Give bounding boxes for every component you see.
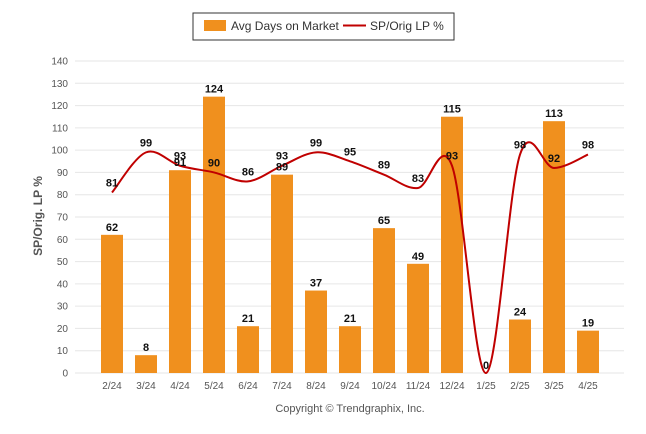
x-tick-label: 5/24 <box>204 381 224 392</box>
y-tick-label: 10 <box>57 346 69 357</box>
bar-label: 37 <box>310 278 322 290</box>
bar-label: 21 <box>242 313 254 325</box>
bar <box>305 290 327 373</box>
y-tick-label: 70 <box>57 213 69 224</box>
bar <box>135 355 157 373</box>
x-tick-label: 2/24 <box>102 381 122 392</box>
y-tick-label: 110 <box>52 123 68 134</box>
line-label: 86 <box>242 166 254 178</box>
line-label: 92 <box>548 153 560 165</box>
line-label: 81 <box>106 177 118 189</box>
y-tick-label: 50 <box>57 257 69 268</box>
line-label: 90 <box>208 157 220 169</box>
copyright: Copyright © Trendgraphix, Inc. <box>275 403 424 415</box>
bar-labels: 62 8 91 124 21 89 37 21 65 49 115 0 24 113 19 <box>106 84 594 372</box>
bar-label: 115 <box>443 104 461 116</box>
bar-label: 8 <box>143 342 149 354</box>
bar-label: 21 <box>344 313 356 325</box>
line-label: 89 <box>378 160 390 172</box>
x-tick-label: 3/25 <box>544 381 564 392</box>
bar <box>543 121 565 374</box>
bar <box>407 263 429 373</box>
bar-label: 113 <box>545 108 563 120</box>
y-tick-label: 120 <box>51 101 68 112</box>
bar <box>509 319 531 373</box>
line-label: 95 <box>344 146 356 158</box>
bar <box>441 116 463 373</box>
bar-label: 89 <box>276 162 288 174</box>
bar-label: 124 <box>205 84 224 96</box>
y-tick-label: 100 <box>51 146 68 157</box>
line-label: 98 <box>582 140 594 152</box>
legend-swatch-bar <box>204 20 226 31</box>
gridlines <box>75 60 624 374</box>
y-tick-label: 130 <box>51 79 68 90</box>
y-tick-label: 80 <box>57 190 69 201</box>
x-tick-label: 6/24 <box>238 381 258 392</box>
sp-orig-lp-line <box>111 141 589 375</box>
bar-label: 0 <box>483 360 489 372</box>
bar <box>169 170 191 373</box>
bar <box>271 174 293 373</box>
bar-label: 24 <box>514 307 527 319</box>
y-tick-labels: 0 10 20 30 40 50 60 70 80 90 100 110 120 130 140 <box>51 57 68 380</box>
legend-label-line: SP/Orig LP % <box>370 19 444 33</box>
x-tick-labels: 2/24 3/24 4/24 5/24 6/24 7/24 8/24 9/24 10/24 11/… <box>102 381 598 392</box>
bar-label: 19 <box>582 318 594 330</box>
y-tick-label: 30 <box>57 302 69 313</box>
x-tick-label: 3/24 <box>136 381 156 392</box>
x-tick-label: 10/24 <box>371 381 396 392</box>
legend-label-bar: Avg Days on Market <box>231 19 339 33</box>
y-tick-label: 140 <box>51 57 68 68</box>
y-tick-label: 60 <box>57 235 69 246</box>
line-label: 93 <box>276 151 288 163</box>
x-tick-label: 12/24 <box>439 381 464 392</box>
line-label: 93 <box>446 151 458 163</box>
y-axis-title: SP/Orig. LP % <box>31 176 45 256</box>
bar-label: 62 <box>106 222 118 234</box>
line-label: 98 <box>514 140 526 152</box>
x-tick-label: 4/25 <box>578 381 598 392</box>
bar-label: 91 <box>174 157 186 169</box>
line-labels: 81 99 93 90 86 93 99 95 89 83 93 98 92 98 <box>106 137 594 189</box>
line-label: 99 <box>140 137 152 149</box>
bar-label: 65 <box>378 215 390 227</box>
legend: Avg Days on Market SP/Orig LP % <box>192 12 455 41</box>
line-series <box>111 141 589 375</box>
x-tick-label: 1/25 <box>476 381 496 392</box>
bar <box>237 326 259 373</box>
y-tick-label: 40 <box>57 279 69 290</box>
legend-box <box>192 12 455 41</box>
y-tick-label: 20 <box>57 324 69 335</box>
y-tick-label: 0 <box>62 369 68 380</box>
bar <box>373 228 395 373</box>
x-tick-label: 9/24 <box>340 381 360 392</box>
line-label: 99 <box>310 137 322 149</box>
x-tick-label: 4/24 <box>170 381 190 392</box>
y-tick-label: 90 <box>57 168 69 179</box>
x-tick-label: 8/24 <box>306 381 326 392</box>
bars <box>101 96 599 374</box>
bar <box>203 96 225 374</box>
bar <box>339 326 361 373</box>
line-label: 93 <box>174 151 186 163</box>
x-tick-label: 2/25 <box>510 381 530 392</box>
bar-label: 49 <box>412 251 424 263</box>
bar <box>101 234 123 373</box>
bar <box>577 330 599 373</box>
line-label: 83 <box>412 173 424 185</box>
x-tick-label: 11/24 <box>406 381 431 392</box>
x-tick-label: 7/24 <box>272 381 292 392</box>
